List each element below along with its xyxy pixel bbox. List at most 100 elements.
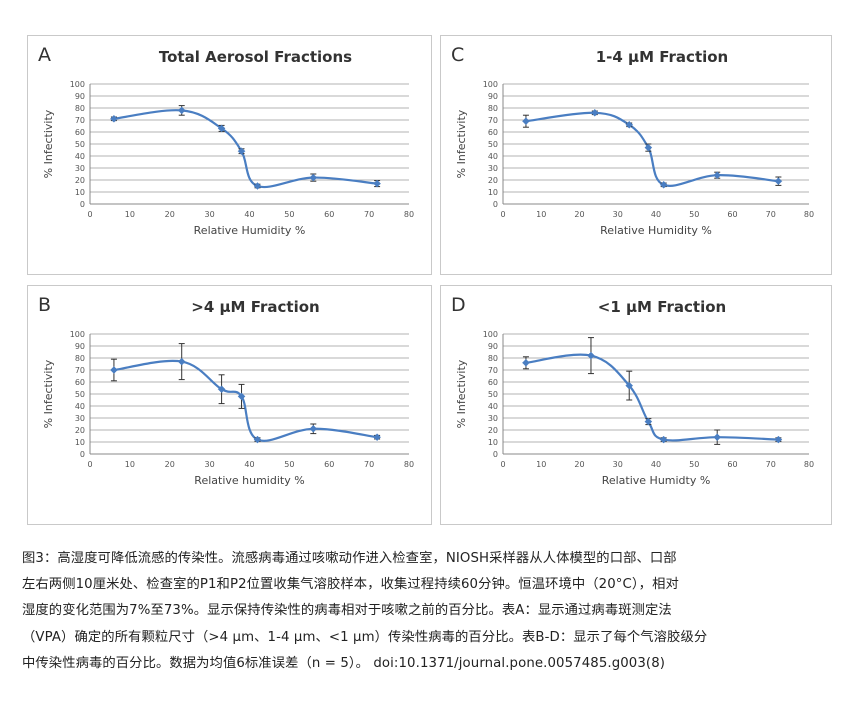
- data-point: [625, 120, 634, 129]
- x-tick-label: 30: [205, 210, 215, 219]
- gridlines: [503, 83, 809, 205]
- y-tick-label: 80: [75, 104, 85, 113]
- x-tick-label: 40: [651, 460, 661, 469]
- y-tick-label: 70: [75, 366, 85, 375]
- x-tick-label: 20: [574, 460, 584, 469]
- data-point: [177, 106, 186, 115]
- y-tick-label: 0: [80, 450, 85, 459]
- x-tick-label: 80: [404, 460, 414, 469]
- data-point: [309, 173, 318, 182]
- x-tick-label: 0: [87, 210, 92, 219]
- data-point: [774, 435, 783, 444]
- panel-letter: A: [38, 44, 51, 66]
- panel-letter: C: [451, 44, 464, 66]
- y-axis-label: % Infectivity: [42, 359, 55, 428]
- x-axis-label: Relative Humidty %: [602, 474, 711, 487]
- y-tick-label: 90: [488, 92, 498, 101]
- x-axis-label: Relative Humidity %: [600, 224, 712, 237]
- panel-b: B >4 µM Fraction 0 10 20 30 40 50 60 70 80 90 100 0 10…: [27, 285, 432, 525]
- data-point: [309, 424, 318, 433]
- data-point: [713, 433, 722, 442]
- y-tick-label: 10: [75, 188, 85, 197]
- y-tick-label: 90: [488, 342, 498, 351]
- data-point: [625, 381, 634, 390]
- y-tick-label: 40: [488, 152, 498, 161]
- x-tick-label: 70: [364, 460, 374, 469]
- y-tick-label: 100: [70, 330, 85, 339]
- y-axis-label: % Infectivity: [42, 109, 55, 178]
- data-point: [713, 171, 722, 180]
- data-point: [253, 435, 262, 444]
- y-tick-label: 20: [488, 176, 498, 185]
- series-line: [113, 109, 378, 189]
- chart-title: 1-4 µM Fraction: [596, 48, 729, 66]
- data-point: [253, 182, 262, 190]
- x-axis-label: Relative Humidity %: [194, 224, 306, 237]
- x-tick-label: 80: [404, 210, 414, 219]
- panel-d: D <1 µM Fraction 0 10 20 30 40 50 60 70 80 90 100 0 10…: [440, 285, 832, 525]
- x-tick-label: 30: [205, 460, 215, 469]
- x-tick-label: 60: [727, 210, 737, 219]
- x-tick-label: 40: [244, 460, 254, 469]
- y-tick-label: 90: [75, 342, 85, 351]
- x-tick-label: 40: [244, 210, 254, 219]
- x-tick-label: 0: [500, 460, 505, 469]
- panel-a: A Total Aerosol Fractions 0 10 20 30 40 50 60 70 8…: [27, 35, 432, 275]
- x-tick-label: 50: [284, 210, 294, 219]
- x-tick-label: 10: [536, 460, 546, 469]
- panel-c: C 1-4 µM Fraction 0 10 20 30 40 50 60 70 80 90 100 0 1…: [440, 35, 832, 275]
- y-tick-label: 70: [488, 366, 498, 375]
- y-tick-label: 40: [75, 402, 85, 411]
- x-tick-label: 80: [804, 460, 814, 469]
- y-tick-label: 10: [75, 438, 85, 447]
- x-tick-label: 80: [804, 210, 814, 219]
- series-line: [525, 111, 779, 187]
- data-point: [644, 417, 653, 426]
- chart-c: C 1-4 µM Fraction 0 10 20 30 40 50 60 70 80 90 100 0 1…: [451, 44, 814, 237]
- x-tick-label: 60: [324, 460, 334, 469]
- y-tick-label: 50: [488, 140, 498, 149]
- data-point: [217, 385, 226, 394]
- figure-caption: 图3：高湿度可降低流感的传染性。流感病毒通过咳嗽动作进入检查室，NIOSH采样器…: [22, 551, 708, 671]
- y-tick-label: 100: [483, 80, 498, 89]
- y-tick-label: 100: [70, 80, 85, 89]
- x-tick-label: 50: [689, 460, 699, 469]
- y-tick-label: 60: [488, 378, 498, 387]
- x-tick-label: 70: [364, 210, 374, 219]
- y-tick-label: 30: [488, 164, 498, 173]
- data-point: [373, 433, 381, 442]
- y-tick-label: 50: [75, 390, 85, 399]
- y-tick-label: 30: [75, 414, 85, 423]
- data-point: [110, 114, 118, 123]
- y-tick-label: 70: [488, 116, 498, 125]
- series-line: [113, 359, 378, 442]
- y-tick-label: 40: [75, 152, 85, 161]
- y-tick-label: 70: [75, 116, 85, 125]
- y-tick-label: 60: [488, 128, 498, 137]
- y-tick-label: 60: [75, 128, 85, 137]
- chart-title: <1 µM Fraction: [598, 298, 726, 316]
- y-tick-label: 40: [488, 402, 498, 411]
- x-tick-label: 20: [165, 210, 175, 219]
- y-tick-label: 30: [75, 164, 85, 173]
- x-tick-label: 40: [651, 210, 661, 219]
- chart-d: D <1 µM Fraction 0 10 20 30 40 50 60 70 80 90 100 0 10…: [451, 294, 814, 487]
- data-point: [177, 357, 186, 366]
- gridlines: [90, 83, 409, 205]
- x-tick-label: 20: [574, 210, 584, 219]
- x-tick-label: 50: [689, 210, 699, 219]
- chart-b: B >4 µM Fraction 0 10 20 30 40 50 60 70 80 90 100 0 10…: [38, 294, 414, 487]
- x-tick-label: 20: [165, 460, 175, 469]
- data-point: [659, 435, 668, 444]
- y-tick-label: 30: [488, 414, 498, 423]
- panel-letter: D: [451, 294, 466, 316]
- data-point: [237, 147, 246, 156]
- x-axis-label: Relative humidity %: [194, 474, 304, 487]
- series-line: [525, 353, 779, 442]
- y-axis-label: % Infectivity: [455, 359, 468, 428]
- x-tick-label: 60: [324, 210, 334, 219]
- y-tick-label: 80: [488, 354, 498, 363]
- y-tick-label: 20: [75, 176, 85, 185]
- y-tick-label: 90: [75, 92, 85, 101]
- y-tick-label: 50: [75, 140, 85, 149]
